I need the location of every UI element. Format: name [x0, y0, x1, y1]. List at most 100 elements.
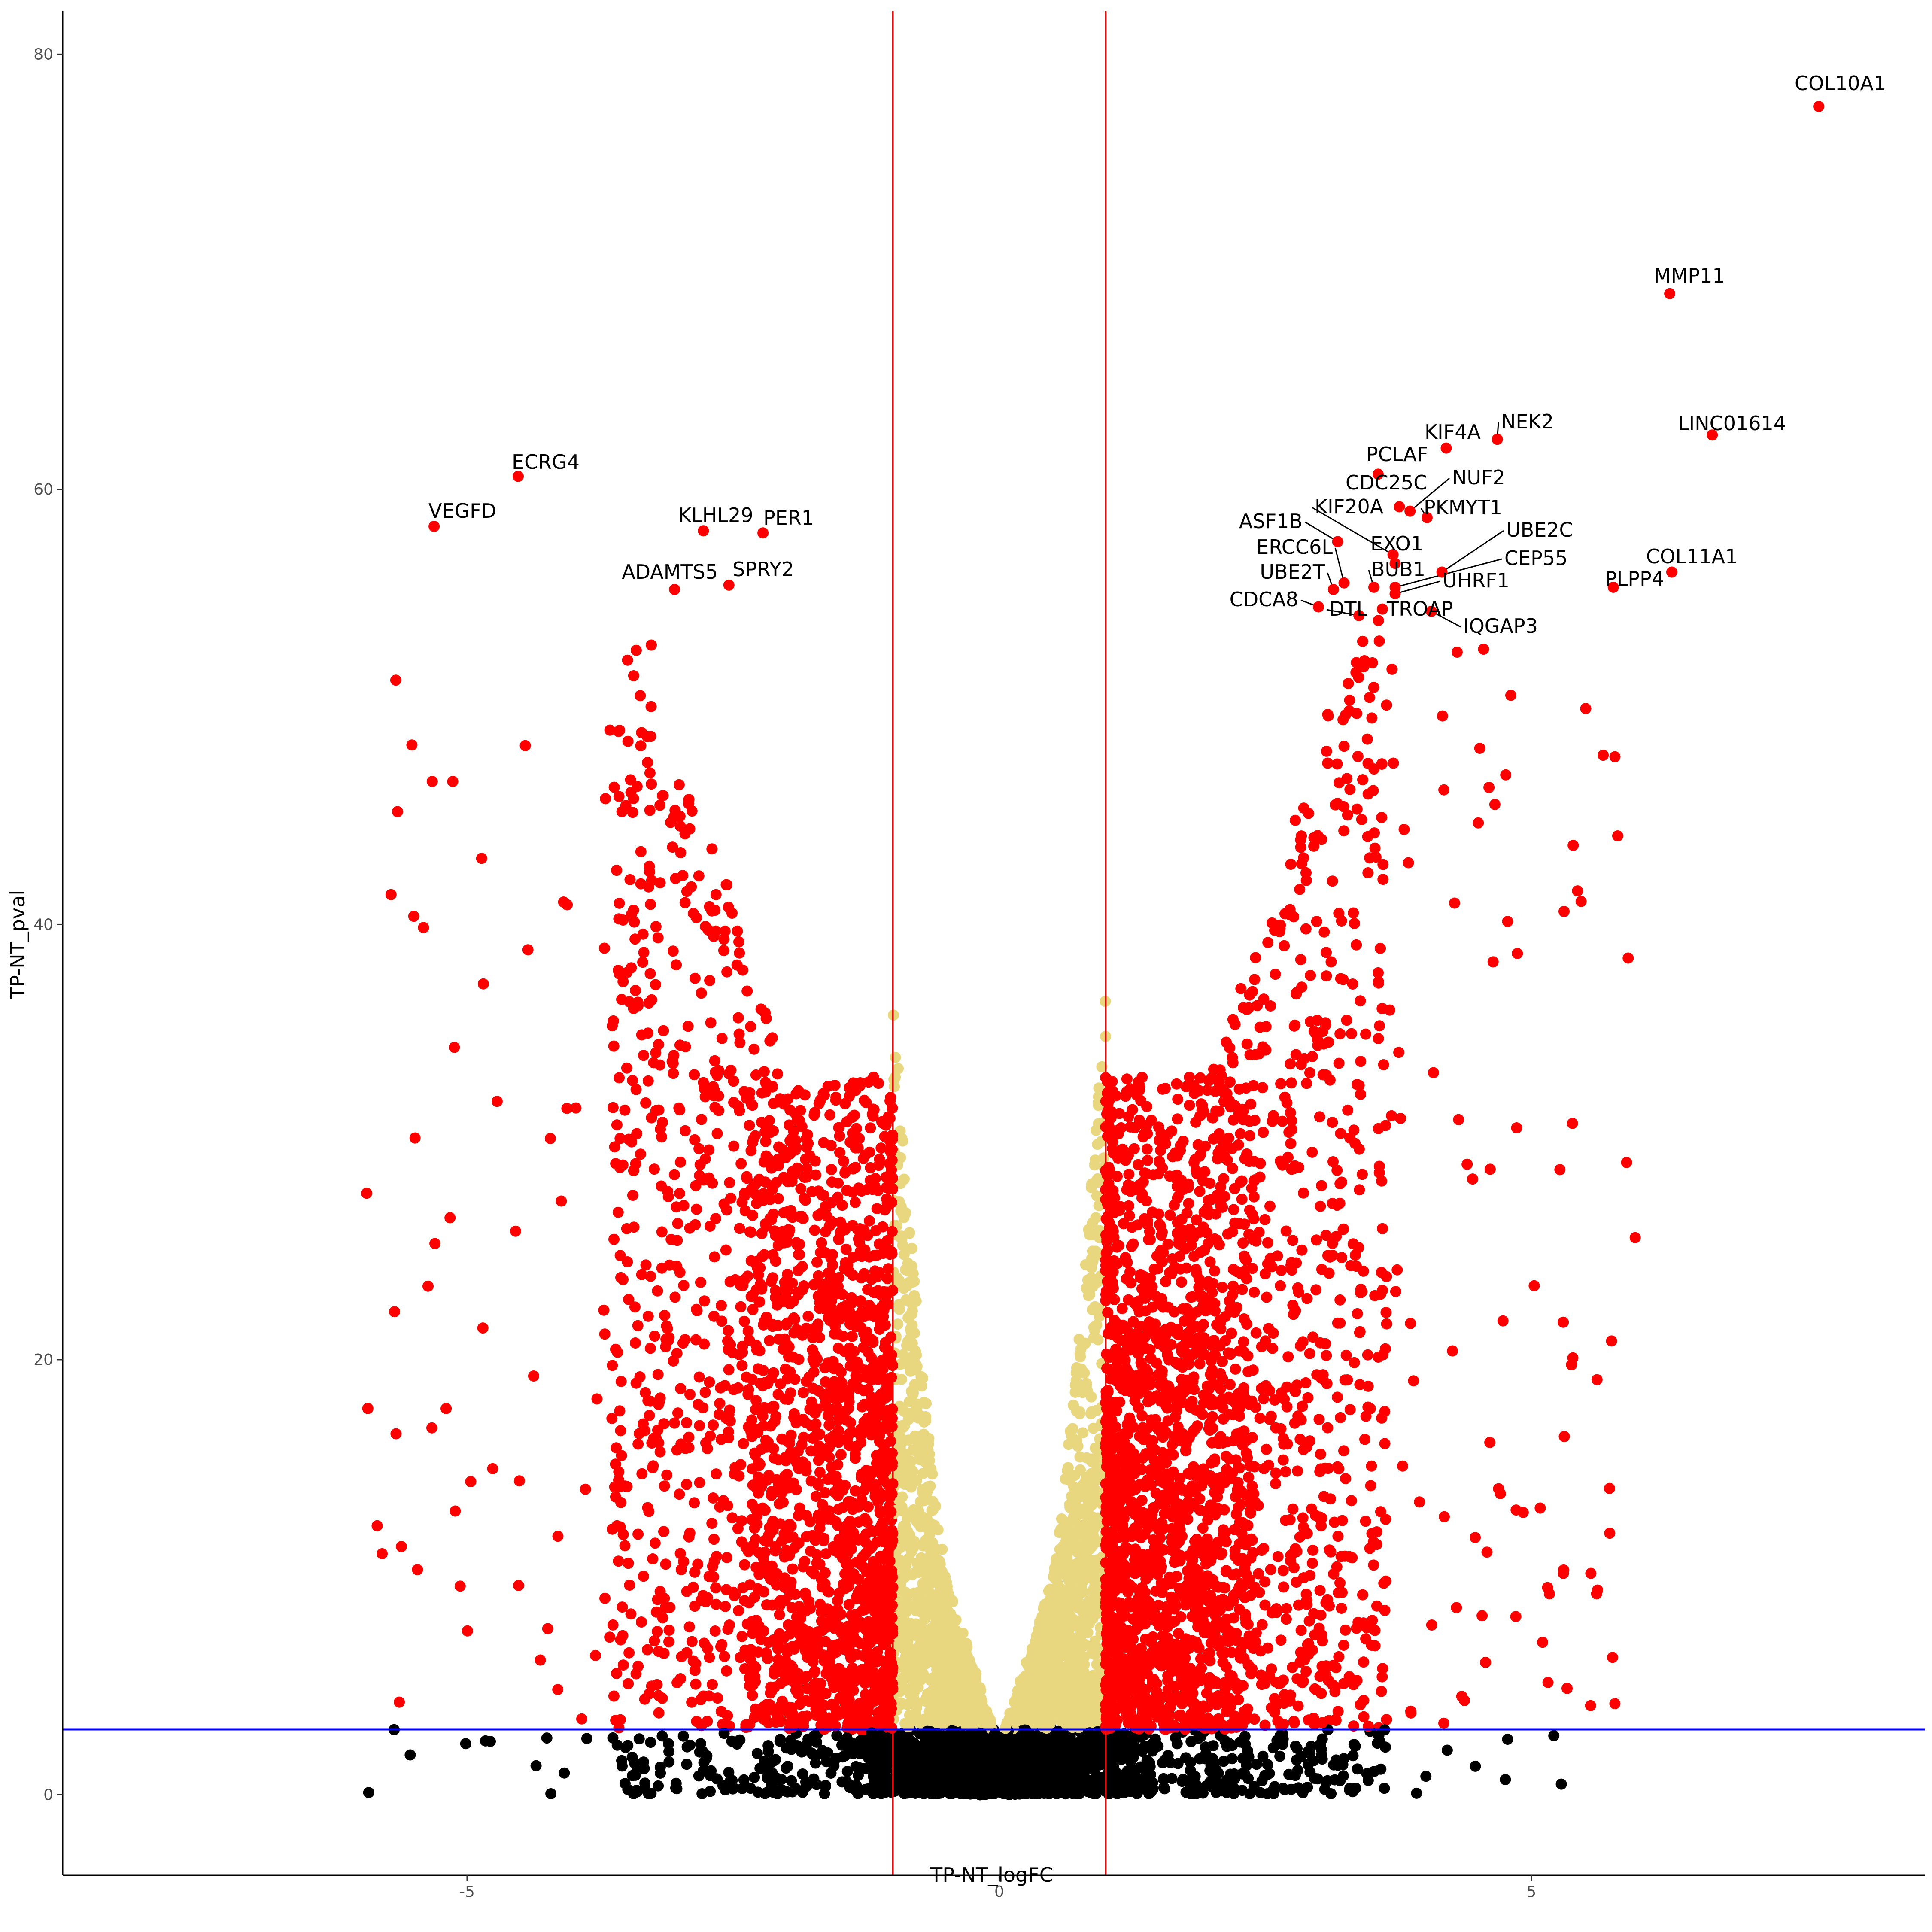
data-point — [598, 1304, 610, 1316]
data-point — [1376, 1412, 1388, 1424]
data-point — [1287, 1662, 1298, 1673]
data-point — [1327, 1156, 1339, 1167]
data-point — [1451, 647, 1463, 658]
data-point — [1295, 841, 1306, 853]
data-point — [1316, 1733, 1328, 1745]
data-point — [774, 1609, 785, 1620]
data-point — [707, 1561, 718, 1572]
data-point — [693, 870, 705, 882]
data-point — [552, 1684, 564, 1695]
data-point — [1230, 1363, 1241, 1375]
data-point — [1124, 1412, 1135, 1424]
data-point — [1224, 1379, 1236, 1390]
data-point — [1478, 644, 1489, 655]
data-point — [1243, 1472, 1255, 1483]
data-point — [614, 897, 625, 909]
data-point — [726, 1512, 738, 1524]
data-point — [1360, 1516, 1371, 1527]
data-point — [696, 1114, 707, 1125]
data-point — [723, 1364, 735, 1376]
data-point — [1236, 1284, 1248, 1295]
data-point — [535, 1654, 546, 1666]
data-point — [1352, 751, 1364, 762]
data-point — [1249, 974, 1261, 985]
data-point — [1331, 758, 1343, 770]
data-point — [678, 1280, 690, 1291]
data-point — [1344, 694, 1355, 706]
data-point — [1411, 1787, 1422, 1799]
data-point — [770, 1545, 781, 1557]
data-point — [684, 1389, 696, 1400]
data-point — [635, 1148, 646, 1160]
data-point — [1294, 1434, 1306, 1445]
data-point — [748, 1043, 760, 1055]
data-point — [1331, 1230, 1342, 1242]
data-point — [708, 1492, 719, 1504]
data-point — [1591, 1374, 1603, 1385]
data-point — [449, 1042, 460, 1053]
data-point — [1358, 1711, 1370, 1722]
data-point — [752, 1786, 764, 1798]
data-point — [683, 1431, 695, 1443]
data-point — [772, 1193, 784, 1204]
data-point — [720, 1601, 731, 1612]
data-point — [1176, 1776, 1188, 1787]
data-point — [1275, 1078, 1286, 1090]
data-point — [798, 1387, 809, 1398]
data-point — [654, 877, 666, 889]
data-point — [1325, 1788, 1337, 1799]
data-point — [650, 979, 661, 990]
data-point — [1311, 1234, 1322, 1246]
data-point — [689, 972, 701, 984]
data-point — [642, 1075, 654, 1087]
data-point — [377, 1548, 388, 1559]
data-point — [645, 1270, 656, 1282]
data-point — [716, 1033, 728, 1044]
data-point — [1362, 831, 1373, 842]
data-point — [736, 1536, 747, 1548]
data-point — [619, 1540, 631, 1552]
data-point — [1378, 1059, 1389, 1070]
data-point — [530, 1760, 542, 1771]
data-point — [961, 1641, 973, 1653]
data-point — [1362, 867, 1374, 878]
data-point — [1408, 1375, 1419, 1387]
data-point — [1591, 1588, 1602, 1600]
data-point — [635, 690, 646, 702]
data-point — [1377, 874, 1389, 885]
data-point — [684, 823, 696, 835]
data-point — [1285, 859, 1297, 870]
data-point — [1542, 1582, 1553, 1593]
data-point — [1604, 1528, 1616, 1539]
data-point — [681, 1479, 693, 1490]
data-point — [1607, 1652, 1618, 1663]
data-point — [649, 1331, 660, 1342]
data-point — [1259, 1719, 1271, 1731]
data-point — [522, 944, 534, 956]
data-point — [714, 1501, 726, 1513]
data-point — [627, 1190, 638, 1201]
data-point — [1300, 1666, 1312, 1677]
data-point — [1297, 1400, 1308, 1412]
data-point — [635, 1616, 647, 1628]
data-point — [709, 1251, 720, 1263]
data-point — [460, 1738, 471, 1750]
data-point — [712, 1692, 723, 1704]
data-point — [663, 1331, 674, 1343]
data-point — [609, 1141, 620, 1153]
data-point — [677, 1337, 689, 1349]
data-point — [1353, 1242, 1364, 1253]
data-point — [658, 1526, 669, 1537]
data-point — [444, 1212, 456, 1224]
data-point — [724, 1177, 735, 1188]
data-point — [644, 1410, 655, 1421]
data-point — [513, 1475, 525, 1487]
data-point — [1285, 1077, 1297, 1089]
data-point — [749, 1771, 760, 1783]
data-point — [762, 1746, 774, 1757]
data-point — [1285, 1138, 1297, 1149]
data-point — [751, 1748, 763, 1759]
data-point — [866, 1352, 877, 1364]
data-point — [630, 1377, 642, 1389]
data-point — [1242, 1745, 1253, 1756]
